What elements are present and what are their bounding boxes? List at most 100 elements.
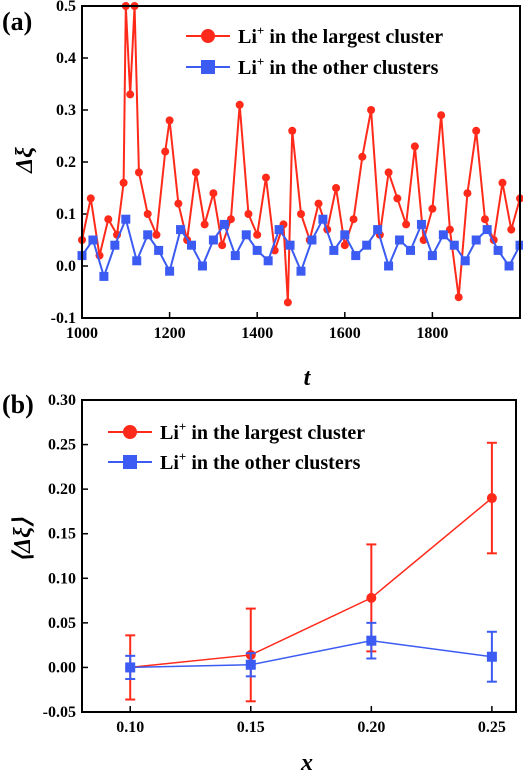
panel-a-series-other-point: [88, 235, 98, 245]
panel-a-series-largest-point: [165, 116, 174, 125]
panel-a-series-other-point: [318, 214, 328, 224]
panel-a-series-largest-line: [81, 5, 521, 303]
panel-a-series-largest-point: [480, 215, 489, 224]
panel-a-series-largest-point: [332, 184, 341, 192]
panel-a-y-axis-label: Δξ: [12, 147, 38, 174]
panel-b-x-axis-label: x: [300, 750, 313, 776]
panel-a-series-largest-point: [402, 220, 411, 229]
panel-b-y-axis-label: ⟨Δξ⟩: [10, 517, 36, 562]
panel-b-x-tick-label: 0.15: [237, 719, 265, 736]
panel-a-series-largest-point: [472, 126, 481, 135]
panel-b-series-other-line: [130, 639, 492, 669]
panel-a-legend-entry-other-label: Li+ in the other clusters: [238, 54, 439, 79]
panel-a-legend-entry-largest-label-base: Li: [238, 26, 257, 48]
panel-b-legend-entry-other: Li+ in the other clusters: [108, 449, 361, 474]
panel-b-series-other-point: [125, 662, 136, 673]
panel-b-legend-entry-largest: Li+ in the largest cluster: [108, 419, 365, 444]
panel-a-y-tick-label: 0.0: [56, 258, 76, 275]
panel-a-series-other-point: [99, 271, 109, 281]
panel-a-series-largest-point: [226, 215, 235, 224]
panel-a-legend: Li+ in the largest cluster Li+ in the oth…: [186, 23, 443, 79]
panel-a-series-other-point: [285, 240, 295, 250]
panel-a-series-largest-point: [218, 241, 227, 250]
panel-a-x-tick-label: 1200: [154, 325, 186, 342]
panel-a-x-axis-label: t: [304, 365, 312, 391]
panel-a-series-other-point: [373, 225, 383, 235]
panel-b: (b) ⟨Δξ⟩ x Li+ in the largest clusterLi+…: [2, 390, 517, 776]
panel-a-series-other-point: [143, 230, 153, 240]
panel-b-legend-entry-largest-marker: [123, 425, 137, 439]
panel-a-series-largest-point: [507, 225, 516, 234]
panel-a-series-other-point: [110, 240, 120, 250]
panel-a-series-largest: [78, 2, 523, 307]
panel-a-legend-entry-other-label-rest: in the other clusters: [264, 57, 438, 79]
panel-b-x-tick-label: 0.10: [116, 719, 144, 736]
panel-a-series-largest-point: [200, 220, 209, 229]
panel-a-series-largest-point: [152, 230, 161, 239]
panel-a-legend-entry-other-label-sup: +: [257, 54, 264, 69]
panel-a-series-other-point: [165, 266, 175, 276]
panel-b-legend-entry-other-label-base: Li: [160, 452, 179, 474]
panel-b-y-tick-label: 0.25: [48, 437, 76, 454]
panel-a-series-largest-point: [283, 298, 292, 307]
panel-a-series-other: [77, 214, 523, 281]
panel-b-x-tick-label: 0.25: [478, 719, 506, 736]
panel-b-series-other-point: [486, 651, 497, 662]
panel-a-series-largest-point: [445, 225, 454, 234]
panel-a-series-other-point: [252, 245, 262, 255]
panel-a-series-largest-point: [191, 168, 200, 177]
panel-a-series-other-point: [230, 251, 240, 261]
panel-a-series-other-point: [132, 256, 142, 266]
panel-b-legend-entry-other-label: Li+ in the other clusters: [160, 449, 361, 474]
panel-a-series-other-point: [340, 230, 350, 240]
panel-a-legend-entry-other: Li+ in the other clusters: [186, 54, 439, 79]
panel-a-series-other-point: [504, 261, 514, 271]
panel-a-y-tick-label: 0.1: [56, 206, 76, 223]
panel-b-y-tick-label: 0.10: [48, 570, 76, 587]
panel-a-series-other-point: [208, 235, 218, 245]
panel-b-legend-entry-largest-label-rest: in the largest cluster: [186, 422, 365, 444]
panel-a-series-largest-point: [126, 90, 135, 99]
panel-a-series-largest-point: [143, 210, 152, 218]
panel-a-series-largest-point: [119, 178, 128, 187]
panel-a-series-other-point: [197, 261, 207, 271]
panel-b-series-largest-line: [130, 497, 493, 669]
panel-a-series-largest-point: [86, 194, 95, 203]
panel-b-legend-entry-other-marker: [123, 455, 137, 469]
panel-a-series-other-point: [384, 261, 394, 271]
panel-a-series-largest-point: [235, 100, 244, 109]
panel-a-series-largest-point: [428, 204, 437, 213]
panel-b-series-largest-point: [366, 592, 377, 603]
panel-b-series-other-point: [366, 635, 377, 646]
panel-a-legend-entry-largest-label-rest: in the largest cluster: [264, 26, 443, 48]
panel-a-series-largest-point: [244, 210, 253, 218]
panel-a-series-other-point: [187, 240, 196, 250]
panel-a-series-largest-point: [463, 189, 472, 198]
panel-a-plot-frame: [81, 5, 521, 319]
panel-a-series-largest-point: [367, 106, 376, 114]
panel-a-series-largest-point: [288, 126, 297, 135]
panel-b-legend-entry-largest-label-sup: +: [179, 419, 186, 434]
panel-a-series-largest-point: [498, 178, 507, 187]
panel-a-series-largest-point: [410, 142, 419, 151]
panel-a-series-other-point: [219, 219, 229, 229]
panel-a-series-other-point: [154, 245, 164, 255]
panel-a-series-largest-point: [314, 199, 323, 208]
panel-a-series-other-point: [449, 240, 459, 250]
panel-a-legend-entry-other-marker: [201, 60, 215, 74]
panel-a-series-other-point: [351, 251, 361, 261]
panel-a-series-largest-point: [134, 168, 143, 177]
panel-b-legend-entry-other-label-sup: +: [179, 449, 186, 464]
panel-a-series-largest-point: [349, 215, 358, 224]
panel-a-series-largest-point: [340, 241, 349, 250]
panel-a-y-tick-label: 0.3: [56, 102, 76, 119]
panel-b-plot-frame: [81, 399, 517, 713]
panel-a-x-tick-label: 1600: [329, 325, 361, 342]
panel-b-legend-entry-other-label-rest: in the other clusters: [186, 452, 360, 474]
panel-a-series-other-point: [395, 235, 405, 245]
panel-a-series-largest-point: [161, 147, 170, 156]
panel-a-series-other-point: [307, 235, 317, 245]
panel-b-legend-entry-largest-label-base: Li: [160, 422, 179, 444]
